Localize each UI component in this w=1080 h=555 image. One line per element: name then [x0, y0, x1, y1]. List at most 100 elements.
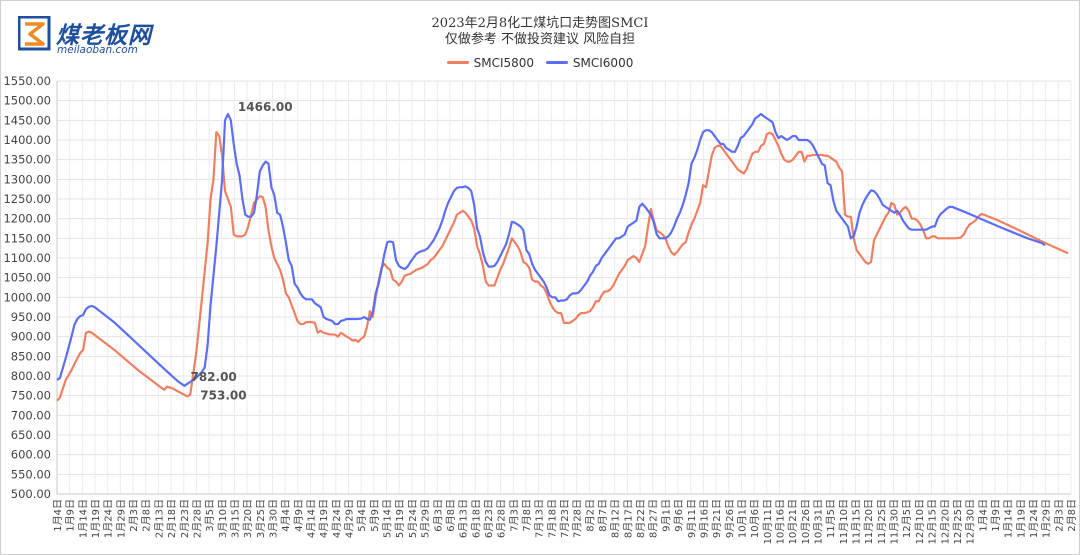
x-tick-label: 3月20日: [242, 499, 254, 538]
x-tick-label: 7月18日: [546, 499, 558, 538]
y-tick-label: 1300.00: [3, 172, 51, 186]
legend-label-smci5800: SMCI5800: [473, 55, 535, 70]
x-tick-label: 12月5日: [901, 499, 913, 538]
x-tick-label: 10月16日: [774, 499, 786, 544]
x-tick-label: 3月10日: [217, 499, 229, 538]
x-tick-label: 8月22日: [635, 499, 647, 538]
series-line-smci6000[interactable]: [56, 112, 1046, 387]
x-tick-label: 4月4日: [280, 499, 292, 532]
x-tick-label: 5月24日: [407, 499, 419, 538]
x-tick-label: 6月13日: [458, 499, 470, 538]
x-tick-label: 9月16日: [698, 499, 710, 538]
y-tick-label: 800.00: [11, 369, 51, 383]
x-tick-label: 1月29日: [1041, 499, 1053, 538]
x-tick-label: 10月1日: [736, 499, 748, 538]
y-tick-label: 1100.00: [3, 251, 51, 265]
logo-mark-icon: [18, 16, 51, 51]
data-label: 782.00: [190, 370, 236, 384]
x-tick-label: 5月29日: [420, 499, 432, 538]
logo-name: 煤老板网: [56, 23, 152, 49]
x-tick-label: 4月24日: [331, 499, 343, 538]
data-label: 753.00: [200, 388, 246, 402]
y-tick-label: 900.00: [11, 330, 51, 344]
x-tick-label: 12月20日: [939, 499, 951, 544]
x-tick-label: 2月3日: [128, 499, 140, 532]
x-tick-label: 8月17日: [622, 499, 634, 538]
x-tick-label: 10月26日: [800, 499, 812, 544]
x-tick-label: 8月2日: [584, 499, 596, 532]
y-tick-label: 950.00: [11, 310, 51, 324]
x-tick-label: 2月8日: [141, 499, 153, 532]
x-tick-label: 11月25日: [876, 499, 888, 544]
x-tick-label: 7月13日: [534, 499, 546, 538]
y-tick-label: 1200.00: [3, 212, 51, 226]
x-tick-label: 6月3日: [432, 499, 444, 532]
x-tick-label: 2月18日: [166, 499, 178, 538]
x-tick-label: 5月14日: [382, 499, 394, 538]
x-tick-label: 6月8日: [445, 499, 457, 532]
x-tick-label: 4月29日: [344, 499, 356, 538]
x-tick-label: 4月9日: [293, 499, 305, 532]
x-tick-label: 6月23日: [483, 499, 495, 538]
legend: SMCI5800 SMCI6000: [0, 53, 1080, 70]
x-tick-label: 5月19日: [394, 499, 406, 538]
y-tick-label: 1550.00: [3, 74, 51, 88]
x-tick-label: 3月25日: [255, 499, 267, 538]
y-axis: 500.00 550.00 600.00 650.00 700.00 750.00 800.…: [3, 74, 58, 501]
legend-swatch-smci5800: [446, 61, 469, 64]
x-tick-label: 2月13日: [153, 499, 165, 538]
x-tick-label: 5月9日: [369, 499, 381, 532]
x-tick-label: 4月14日: [306, 499, 318, 538]
series-lines: [56, 112, 1069, 402]
series-line-smci5800[interactable]: [56, 131, 1069, 402]
x-tick-label: 11月20日: [863, 499, 875, 544]
x-tick-label: 5月4日: [356, 499, 368, 532]
data-label: 1466.00: [238, 100, 293, 114]
x-tick-label: 11月5日: [825, 499, 837, 538]
y-tick-label: 700.00: [11, 408, 51, 422]
legend-swatch-smci6000: [545, 61, 568, 64]
x-tick-label: 3月30日: [267, 499, 279, 538]
chart-title: 2023年2月8化工煤坑口走势图SMCI: [431, 16, 649, 31]
y-tick-label: 600.00: [11, 448, 51, 462]
x-tick-label: 1月4日: [52, 499, 64, 532]
x-axis: 1月4日 1月9日 1月14日 1月19日 1月24日 1月29日 2月3日 2月8日 2月13…: [52, 493, 1078, 544]
y-tick-label: 1150.00: [3, 231, 51, 245]
logo[interactable]: 煤老板网 meilaoban.com: [18, 16, 188, 60]
x-tick-label: 2月8日: [1066, 499, 1078, 532]
x-tick-label: 11月10日: [838, 499, 850, 544]
x-tick-label: 4月19日: [318, 499, 330, 538]
y-tick-label: 850.00: [11, 349, 51, 363]
legend-label-smci6000: SMCI6000: [572, 55, 634, 70]
x-tick-label: 3月5日: [204, 499, 216, 532]
chart-subtitle: 仅做参考 不做投资建议 风险自担: [444, 32, 636, 47]
x-tick-label: 2月3日: [1053, 499, 1065, 532]
y-tick-label: 650.00: [11, 428, 51, 442]
annotations: 1466.00 782.00 753.00: [190, 100, 292, 402]
y-tick-label: 550.00: [11, 467, 51, 481]
x-tick-label: 9月21日: [711, 499, 723, 538]
x-tick-label: 9月26日: [724, 499, 736, 538]
x-tick-label: 11月30日: [889, 499, 901, 544]
x-tick-label: 7月8日: [521, 499, 533, 532]
legend-item-smci6000[interactable]: SMCI6000: [545, 55, 634, 70]
x-tick-label: 6月18日: [470, 499, 482, 538]
x-tick-label: 1月14日: [1003, 499, 1015, 538]
x-tick-label: 11月15日: [851, 499, 863, 544]
x-tick-label: 9月1日: [660, 499, 672, 532]
y-tick-label: 750.00: [11, 389, 51, 403]
legend-item-smci5800[interactable]: SMCI5800: [446, 55, 535, 70]
x-tick-label: 1月29日: [115, 499, 127, 538]
x-tick-label: 9月11日: [686, 499, 698, 538]
x-tick-label: 10月6日: [749, 499, 761, 538]
y-tick-label: 1250.00: [3, 192, 51, 206]
x-tick-label: 2月28日: [191, 499, 203, 538]
y-tick-label: 1500.00: [3, 94, 51, 108]
x-tick-label: 8月27日: [648, 499, 660, 538]
x-tick-label: 6月28日: [496, 499, 508, 538]
x-tick-label: 1月24日: [1028, 499, 1040, 538]
x-tick-label: 8月12日: [610, 499, 622, 538]
logo-url: meilaoban.com: [57, 44, 138, 56]
x-tick-label: 10月11日: [762, 499, 774, 544]
x-tick-label: 1月19日: [1015, 499, 1027, 538]
